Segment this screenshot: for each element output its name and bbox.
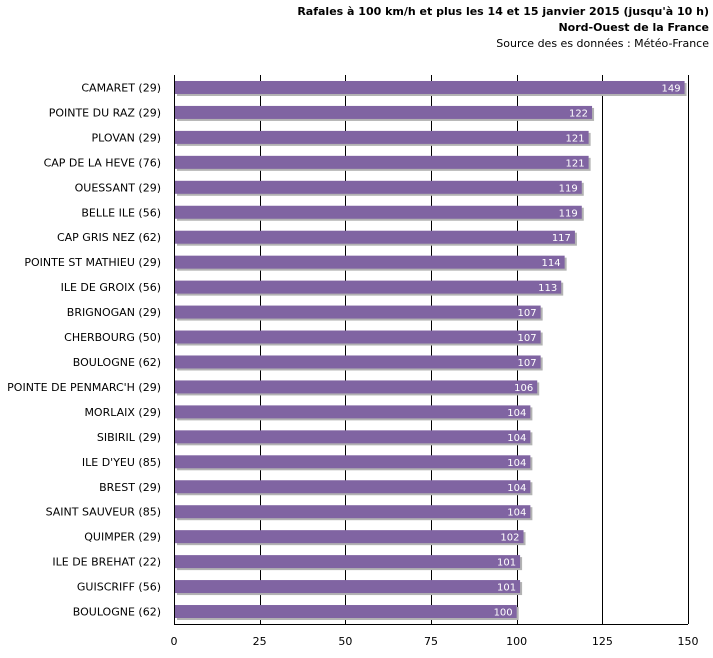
bar — [175, 105, 593, 119]
category-label: QUIMPER (29) — [84, 531, 161, 544]
bar — [175, 580, 521, 594]
data-label: 106 — [514, 383, 533, 394]
x-tick-label: 125 — [592, 635, 613, 648]
category-label: PLOVAN (29) — [92, 131, 162, 144]
category-label: BELLE ILE (56) — [81, 206, 161, 219]
category-label: BREST (29) — [99, 481, 161, 494]
bar — [175, 355, 541, 369]
x-tick-label: 50 — [338, 635, 352, 648]
category-label: ILE DE GROIX (56) — [61, 281, 161, 294]
category-label: POINTE ST MATHIEU (29) — [24, 256, 161, 269]
data-label: 107 — [518, 358, 537, 369]
x-tick-label: 25 — [253, 635, 267, 648]
data-label: 104 — [507, 458, 526, 469]
data-label: 102 — [500, 533, 519, 544]
data-label: 104 — [507, 408, 526, 419]
chart-title: Rafales à 100 km/h et plus les 14 et 15 … — [297, 5, 709, 18]
bar — [175, 330, 541, 344]
data-label: 119 — [559, 183, 578, 194]
category-label: OUESSANT (29) — [75, 181, 161, 194]
category-label: BRIGNOGAN (29) — [67, 306, 161, 319]
bar — [175, 605, 517, 619]
bar — [175, 80, 685, 94]
category-label: ILE DE BREHAT (22) — [52, 556, 161, 569]
data-label: 101 — [497, 583, 516, 594]
data-label: 100 — [494, 608, 513, 619]
data-label: 107 — [518, 308, 537, 319]
data-label: 121 — [566, 133, 585, 144]
data-label: 101 — [497, 558, 516, 569]
bar — [175, 180, 582, 194]
category-label: SIBIRIL (29) — [97, 431, 161, 444]
bar — [175, 405, 531, 419]
bar — [175, 555, 521, 569]
bar — [175, 130, 589, 144]
data-label: 107 — [518, 333, 537, 344]
data-label: 114 — [542, 258, 561, 269]
data-label: 122 — [569, 108, 588, 119]
chart-source: Source des es données : Météo-France — [496, 37, 709, 50]
bar — [175, 155, 589, 169]
data-label: 149 — [661, 83, 680, 94]
data-label: 104 — [507, 508, 526, 519]
bar — [175, 255, 565, 269]
bar — [175, 305, 541, 319]
bar — [175, 530, 524, 544]
bar — [175, 505, 531, 519]
data-label: 121 — [566, 158, 585, 169]
data-label: 119 — [559, 208, 578, 219]
category-label: POINTE DU RAZ (29) — [49, 106, 161, 119]
category-label: ILE D'YEU (85) — [82, 456, 161, 469]
data-label: 117 — [552, 233, 571, 244]
chart-subtitle: Nord-Ouest de la France — [558, 21, 709, 34]
x-tick-label: 0 — [171, 635, 178, 648]
category-label: BOULOGNE (62) — [73, 606, 161, 619]
bar — [175, 280, 562, 294]
category-label: MORLAIX (29) — [84, 406, 161, 419]
category-label: CAP DE LA HEVE (76) — [44, 156, 161, 169]
bar — [175, 455, 531, 469]
data-label: 104 — [507, 433, 526, 444]
data-label: 104 — [507, 483, 526, 494]
category-label: SAINT SAUVEUR (85) — [46, 506, 161, 519]
bar — [175, 205, 582, 219]
bar — [175, 480, 531, 494]
category-label: POINTE DE PENMARC'H (29) — [7, 381, 161, 394]
category-label: CAMARET (29) — [81, 81, 161, 94]
x-tick-label: 75 — [424, 635, 438, 648]
x-tick-label: 150 — [678, 635, 699, 648]
data-label: 113 — [538, 283, 557, 294]
category-label: BOULOGNE (62) — [73, 356, 161, 369]
category-label: CAP GRIS NEZ (62) — [57, 231, 161, 244]
x-tick-label: 100 — [506, 635, 527, 648]
bar — [175, 230, 575, 244]
chart-header: Rafales à 100 km/h et plus les 14 et 15 … — [297, 4, 709, 52]
bar — [175, 380, 538, 394]
category-label: CHERBOURG (50) — [64, 331, 161, 344]
bar — [175, 430, 531, 444]
category-label: GUISCRIFF (56) — [77, 581, 161, 594]
